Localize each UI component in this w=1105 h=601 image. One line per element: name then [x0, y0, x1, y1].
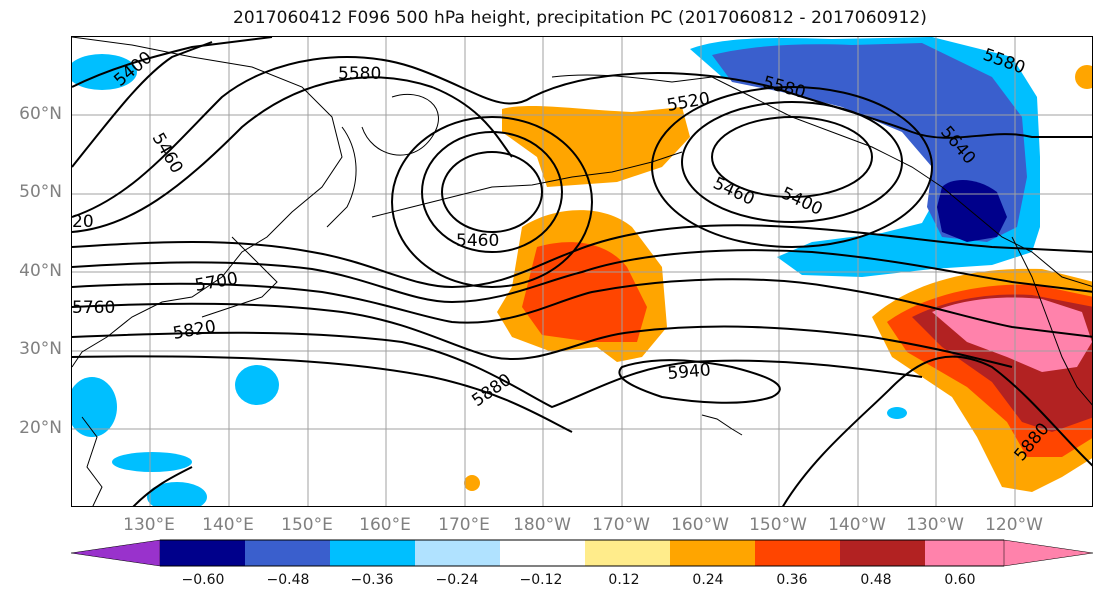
neg-shade-small-w3: [112, 452, 192, 472]
lon-label-140e: 140°E: [202, 515, 254, 535]
contour-label-5460-center: 5460: [710, 173, 758, 209]
lon-label-120w: 120°W: [985, 515, 1043, 535]
colorbar-outline: [160, 539, 1004, 567]
coast-aleutians: [371, 151, 683, 218]
map-canvas: 5400 5460 5580 5520 5580 5640 5580 5460 …: [72, 37, 1092, 506]
pos-shade-east-pink: [932, 297, 1092, 372]
colorbar-swatch-9: [840, 540, 925, 566]
coast-bering: [361, 93, 439, 156]
contour-label-5520: 5520: [665, 89, 711, 116]
contour-label-5400-nw: 5400: [110, 48, 156, 91]
neg-shade-small-w1: [235, 365, 279, 405]
colorbar-tick-1: −0.60: [181, 572, 225, 588]
contour-label-5820: 5820: [171, 317, 217, 344]
lon-label-130e: 130°E: [123, 515, 175, 535]
lon-label-150e: 150°E: [281, 515, 333, 535]
colorbar-tick-4: −0.24: [435, 572, 479, 588]
colorbar-tick-3: −0.36: [350, 572, 394, 588]
lon-label-160w: 160°W: [671, 515, 729, 535]
contour-label-5700: 5700: [193, 269, 239, 296]
neg-shade-small-e: [887, 407, 907, 419]
coast-asia: [72, 37, 343, 368]
lat-label-50n: 50°N: [19, 182, 62, 202]
colorbar-swatch-0: [70, 539, 161, 567]
contour-label-5400-center: 5400: [778, 183, 826, 219]
pos-shade-ne: [1075, 65, 1092, 89]
lon-label-150w: 150°W: [749, 515, 807, 535]
colorbar-tick-2: −0.48: [266, 572, 310, 588]
colorbar-tick-7: 0.24: [692, 572, 724, 588]
colorbar-tick-10: 0.60: [944, 572, 976, 588]
pos-shade-central-inner: [522, 242, 647, 342]
contour-label-5760: 5760: [72, 298, 115, 318]
colorbar-swatch-7: [670, 540, 755, 566]
colorbar-swatch-6: [585, 540, 670, 566]
colorbar-swatch-5: [500, 540, 585, 566]
lat-label-60n: 60°N: [19, 104, 62, 124]
pos-shade-small: [464, 475, 480, 491]
lat-label-20n: 20°N: [19, 418, 62, 438]
coast-japan: [201, 236, 278, 318]
colorbar-tick-6: 0.12: [608, 572, 640, 588]
colorbar-swatch-8: [755, 540, 840, 566]
contour-label-5940: 5940: [667, 360, 712, 384]
lat-label-40n: 40°N: [19, 261, 62, 281]
coast-alaska: [551, 74, 1092, 287]
coast-hawaii: [701, 414, 743, 436]
lat-label-30n: 30°N: [19, 339, 62, 359]
lon-label-130w: 130°W: [906, 515, 964, 535]
lon-label-140w: 140°W: [828, 515, 886, 535]
lon-label-170e: 170°E: [438, 515, 490, 535]
map-panel: 5400 5460 5580 5520 5580 5640 5580 5460 …: [71, 36, 1093, 507]
colorbar-swatch-3: [330, 540, 415, 566]
precip-positive-shading: [464, 65, 1092, 492]
contour-label-5580-n: 5580: [338, 64, 381, 84]
lon-label-160e: 160°E: [359, 515, 411, 535]
map-title: 2017060412 F096 500 hPa height, precipit…: [232, 8, 928, 28]
pos-shade-north: [502, 105, 690, 187]
colorbar-swatch-11: [1003, 539, 1094, 567]
height-contours: [72, 37, 1092, 506]
colorbar-swatch-10: [925, 540, 1004, 566]
coast-north-america: [1011, 236, 1092, 406]
colorbar-swatch-2: [245, 540, 330, 566]
colorbar-tick-9: 0.48: [860, 572, 892, 588]
coast-kamchatka: [326, 126, 357, 228]
contour-label-5880-central: 5880: [468, 370, 515, 411]
coast-philippines: [81, 416, 103, 506]
coastlines: [72, 37, 1092, 506]
lon-label-180w: 180°W: [513, 515, 571, 535]
colorbar-tick-8: 0.36: [776, 572, 808, 588]
lon-label-170w: 170°W: [592, 515, 650, 535]
neg-shade-small-w4: [147, 482, 207, 506]
neg-shade-small-w2: [72, 377, 117, 437]
contour-label-5460-low: 5460: [456, 231, 499, 251]
colorbar-swatch-4: [415, 540, 500, 566]
contour-label-5460-w: 5460: [148, 130, 187, 177]
contour-label-20-west: 20: [72, 212, 94, 232]
colorbar-swatch-1: [160, 540, 245, 566]
colorbar-tick-5: −0.12: [519, 572, 563, 588]
